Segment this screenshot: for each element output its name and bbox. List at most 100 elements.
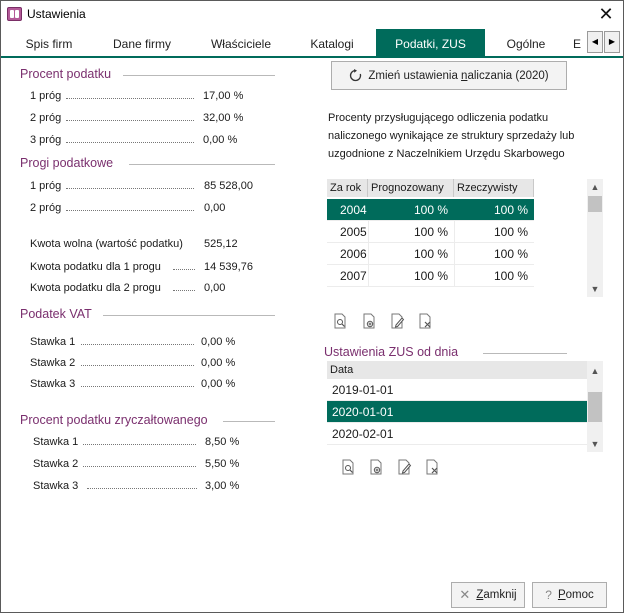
- close-button-hotkey: Z: [476, 589, 484, 601]
- table-row[interactable]: 2006 100 % 100 %: [327, 243, 534, 265]
- table-row[interactable]: 2020-02-01: [327, 423, 587, 445]
- field-value[interactable]: 0,00 %: [201, 378, 236, 390]
- tab-podatki-zus[interactable]: Podatki, ZUS: [376, 29, 485, 58]
- cell-prognozowany: 100 %: [413, 269, 448, 283]
- odliczenia-scrollbar[interactable]: ▲ ▼: [587, 179, 603, 297]
- field-label: Kwota wolna (wartość podatku): [30, 238, 183, 250]
- cell-rok: 2005: [340, 225, 367, 239]
- tab-katalogi[interactable]: Katalogi: [310, 37, 354, 51]
- column-header-data[interactable]: Data: [327, 361, 587, 379]
- change-button-hotkey: n: [461, 69, 468, 82]
- field-value[interactable]: 3,00 %: [205, 480, 240, 492]
- add-icon[interactable]: [368, 459, 384, 475]
- field-label: Stawka 2: [33, 458, 79, 470]
- field-label: Stawka 1: [33, 436, 79, 448]
- cell-data: 2020-02-01: [332, 427, 394, 441]
- leader-dots: [81, 386, 194, 387]
- scroll-up-icon[interactable]: ▲: [590, 182, 600, 192]
- window-title: Ustawienia: [27, 7, 86, 21]
- field-value[interactable]: 0,00 %: [201, 357, 236, 369]
- tab-ogolne[interactable]: Ogólne: [506, 37, 546, 51]
- edit-icon[interactable]: [396, 459, 412, 475]
- field-value[interactable]: 85 528,00: [204, 180, 253, 192]
- field-value[interactable]: 525,12: [204, 238, 238, 250]
- scroll-down-icon[interactable]: ▼: [590, 284, 600, 294]
- tab-spis-firm[interactable]: Spis firm: [25, 37, 73, 51]
- scroll-thumb[interactable]: [588, 196, 602, 212]
- field-value[interactable]: 14 539,76: [204, 261, 253, 273]
- delete-icon[interactable]: [417, 313, 433, 329]
- cell-data: 2019-01-01: [332, 383, 394, 397]
- table-row[interactable]: 2019-01-01: [327, 379, 587, 401]
- field-label: 2 próg: [30, 202, 62, 214]
- field-label: Kwota podatku dla 1 progu: [30, 261, 161, 273]
- column-header-rzeczywisty[interactable]: Rzeczywisty: [454, 179, 534, 197]
- section-divider: [123, 75, 275, 76]
- table-row[interactable]: 2007 100 % 100 %: [327, 265, 534, 287]
- edit-icon[interactable]: [389, 313, 405, 329]
- tab-scroll-left-icon[interactable]: ◀: [587, 31, 603, 53]
- preview-icon[interactable]: [332, 313, 348, 329]
- scroll-up-icon[interactable]: ▲: [590, 366, 600, 376]
- section-divider: [483, 353, 567, 354]
- tab-dane-firmy[interactable]: Dane firmy: [112, 37, 171, 51]
- help-button-hotkey: P: [557, 589, 566, 601]
- leader-dots: [81, 344, 194, 345]
- field-value[interactable]: 0,00 %: [203, 134, 238, 146]
- leader-dots: [66, 210, 194, 211]
- table-row[interactable]: 2020-01-01: [327, 401, 587, 423]
- leader-dots: [83, 466, 196, 467]
- close-window-button[interactable]: ✕: [598, 4, 614, 24]
- field-value[interactable]: 8,50 %: [205, 436, 240, 448]
- leader-dots: [83, 444, 196, 445]
- table-row[interactable]: 2004 100 % 100 %: [327, 199, 534, 221]
- field-value[interactable]: 0,00: [204, 202, 226, 214]
- preview-icon[interactable]: [340, 459, 356, 475]
- section-procent-podatku: Procent podatku: [20, 67, 112, 81]
- odliczenia-info-text: Procenty przysługującego odliczenia poda…: [328, 112, 575, 160]
- field-value[interactable]: 32,00 %: [203, 112, 244, 124]
- close-button-label: amknij: [483, 589, 517, 601]
- section-ustawienia-zus: Ustawienia ZUS od dnia: [324, 345, 459, 359]
- tab-e[interactable]: E: [573, 37, 582, 51]
- change-settings-button[interactable]: Zmień ustawienia naliczania (2020): [331, 61, 567, 90]
- cell-rzeczywisty: 100 %: [493, 203, 528, 217]
- zus-table: Data 2019-01-01 2020-01-01 2020-02-01 ▲ …: [327, 361, 605, 452]
- field-value[interactable]: 17,00 %: [203, 90, 244, 102]
- tab-strip: Spis firm Dane firmy Właściciele Katalog…: [1, 29, 623, 58]
- tab-wlasciciele[interactable]: Właściciele: [210, 37, 271, 51]
- field-label: 1 próg: [30, 90, 62, 102]
- leader-dots: [66, 120, 194, 121]
- leader-dots: [66, 188, 194, 189]
- field-value[interactable]: 5,50 %: [205, 458, 240, 470]
- leader-dots: [173, 269, 195, 270]
- section-divider: [103, 315, 275, 316]
- add-icon[interactable]: [361, 313, 377, 329]
- column-header-rok[interactable]: Za rok: [327, 179, 368, 197]
- field-value[interactable]: 0,00 %: [201, 336, 236, 348]
- field-label: 2 próg: [30, 112, 62, 124]
- cell-rok: 2004: [340, 203, 367, 217]
- column-header-prognozowany[interactable]: Prognozowany: [368, 179, 454, 197]
- cell-rzeczywisty: 100 %: [493, 225, 528, 239]
- cell-prognozowany: 100 %: [413, 247, 448, 261]
- table-row[interactable]: 2005 100 % 100 %: [327, 221, 534, 243]
- tab-scroll-right-icon[interactable]: ▶: [604, 31, 620, 53]
- close-button[interactable]: ✕ Zamknij: [451, 582, 525, 608]
- field-value[interactable]: 0,00: [204, 282, 226, 294]
- section-progi-podatkowe: Progi podatkowe: [20, 156, 114, 170]
- close-x-icon: ✕: [459, 587, 471, 602]
- delete-icon[interactable]: [424, 459, 440, 475]
- section-podatek-vat: Podatek VAT: [20, 307, 92, 321]
- help-button[interactable]: ? Pomoc: [532, 582, 607, 608]
- scroll-thumb[interactable]: [588, 392, 602, 422]
- zus-scrollbar[interactable]: ▲ ▼: [587, 361, 603, 452]
- scroll-down-icon[interactable]: ▼: [590, 439, 600, 449]
- title-bar: Ustawienia ✕: [1, 1, 623, 29]
- field-label: Stawka 2: [30, 357, 76, 369]
- cell-prognozowany: 100 %: [413, 203, 448, 217]
- change-button-label-rest: aliczania (2020): [467, 69, 549, 82]
- cell-rok: 2007: [340, 269, 367, 283]
- odliczenia-table: Za rok Prognozowany Rzeczywisty 2004 100…: [327, 179, 605, 297]
